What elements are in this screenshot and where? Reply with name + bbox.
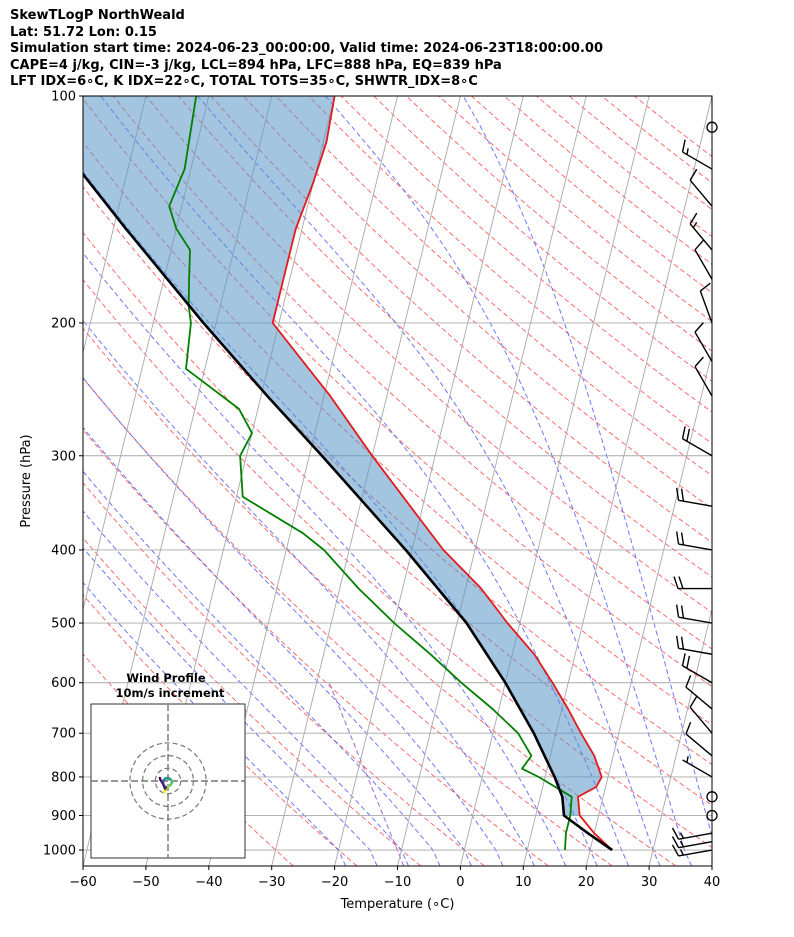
- wind-barb: [681, 426, 713, 457]
- wind-barb: [675, 487, 713, 507]
- x-tick-label: 10: [515, 875, 532, 890]
- isotherm-line: [397, 96, 587, 866]
- x-tick-label: −30: [258, 875, 285, 890]
- index-line: LFT IDX=6∘C, K IDX=22∘C, TOTAL TOTS=35∘C…: [10, 74, 478, 89]
- x-tick-label: 0: [456, 875, 464, 890]
- wind-barb: [675, 531, 713, 551]
- moist-adiabat-line: [83, 426, 472, 866]
- hodograph-title: Wind Profile: [126, 671, 206, 685]
- wind-barb: [671, 836, 713, 849]
- profile-lines: [83, 96, 613, 852]
- dry-adiabat-line: [340, 96, 712, 413]
- dewpoint-line: [168, 96, 573, 851]
- y-tick-label: 400: [51, 543, 76, 558]
- temperature-line: [271, 96, 613, 851]
- axes: −60 −50 −40 −30 −20 −10 0 10 20 30 40 1000 900 800 700…: [43, 90, 720, 891]
- dry-adiabat-line: [83, 327, 677, 866]
- wind-barb: [671, 827, 713, 840]
- x-tick-label: −50: [132, 875, 159, 890]
- wind-barb: [699, 282, 713, 324]
- moist-adiabat-line: [100, 96, 630, 866]
- dry-adiabat-line: [601, 96, 712, 184]
- y-tick-label: 800: [51, 770, 76, 785]
- dry-adiabat-line: [210, 96, 712, 544]
- moist-adiabat-line: [325, 96, 693, 866]
- dry-adiabat-line: [83, 537, 422, 866]
- wind-barbs: [671, 121, 718, 857]
- isotherm-line: [83, 96, 84, 98]
- x-tick-label: −10: [384, 875, 411, 890]
- isotherm-line: [334, 96, 524, 866]
- hodograph-subtitle: 10m/s increment: [116, 686, 225, 700]
- wind-barb: [694, 239, 713, 280]
- x-tick-label: −20: [321, 875, 348, 890]
- wind-barb: [694, 322, 713, 362]
- wind-barb: [673, 576, 712, 590]
- wind-barb: [689, 212, 713, 251]
- dry-adiabat-line: [308, 96, 712, 445]
- dry-adiabat-line: [83, 377, 613, 866]
- wind-barb: [671, 844, 713, 857]
- x-tick-label: −40: [195, 875, 222, 890]
- y-tick-label: 200: [51, 316, 76, 331]
- moist-adiabat-line: [197, 96, 661, 866]
- hodograph-inset: Wind Profile 10m/s increment: [90, 671, 246, 859]
- moist-adiabat-line: [83, 319, 535, 866]
- cape-line: CAPE=4 j/kg, CIN=-3 j/kg, LCL=894 hPa, L…: [10, 57, 502, 73]
- cape-area: [83, 96, 602, 816]
- x-tick-label: 40: [704, 875, 721, 890]
- wind-barb: [682, 756, 713, 778]
- dry-adiabat-line: [568, 96, 712, 211]
- moist-adiabat-line: [462, 96, 712, 838]
- y-tick-label: 300: [51, 449, 76, 464]
- dry-adiabat-line: [83, 428, 549, 866]
- time-line: Simulation start time: 2024-06-23_00:00:…: [10, 41, 603, 56]
- wind-barb: [681, 139, 713, 170]
- x-tick-label: −60: [69, 875, 96, 890]
- isotherm-line: [585, 350, 712, 866]
- y-tick-label: 600: [51, 676, 76, 691]
- isotherm-line: [711, 864, 712, 866]
- y-tick-label: 900: [51, 809, 76, 824]
- moist-adiabat-line: [83, 252, 567, 866]
- dry-adiabat-line: [633, 96, 712, 158]
- y-tick-label: 100: [51, 90, 76, 105]
- isotherm-line: [0, 96, 20, 866]
- hodograph-segment: [158, 776, 162, 781]
- mixing-ratio-line: [328, 682, 405, 866]
- wind-barb: [675, 604, 713, 624]
- dry-adiabat-line: [145, 96, 712, 614]
- dry-adiabat-line: [83, 278, 712, 848]
- location-line: Lat: 51.72 Lon: 0.15: [10, 24, 157, 40]
- y-axis-label: Pressure (hPa): [19, 434, 34, 527]
- isotherm-line: [83, 96, 147, 355]
- y-tick-label: 500: [51, 617, 76, 632]
- cape-shading: [83, 96, 602, 816]
- chart-header: SkewTLogP NorthWeald Lat: 51.72 Lon: 0.1…: [10, 8, 603, 91]
- chart-title: SkewTLogP NorthWeald: [10, 8, 185, 23]
- isotherm-line: [459, 96, 650, 866]
- wind-barb: [685, 675, 713, 710]
- x-tick-label: 30: [641, 875, 658, 890]
- wind-barb: [681, 653, 713, 684]
- wind-barb: [689, 168, 713, 207]
- wind-barb: [694, 356, 713, 397]
- y-tick-label: 1000: [43, 844, 76, 859]
- wind-barb: [675, 635, 713, 655]
- dry-adiabat-line: [178, 96, 712, 578]
- wind-barb: [685, 721, 713, 757]
- moist-adiabat-line: [83, 470, 441, 866]
- y-tick-label: 700: [51, 727, 76, 742]
- dry-adiabat-line: [83, 594, 358, 866]
- x-axis-label: Temperature (∘C): [340, 897, 455, 912]
- isotherm-line: [648, 607, 712, 866]
- parcel-profile-line: [83, 172, 613, 852]
- wind-barb: [689, 696, 713, 734]
- dry-adiabat-line: [471, 96, 712, 294]
- x-tick-label: 20: [578, 875, 595, 890]
- dry-adiabat-line: [405, 96, 712, 352]
- moist-adiabat-line: [83, 377, 504, 866]
